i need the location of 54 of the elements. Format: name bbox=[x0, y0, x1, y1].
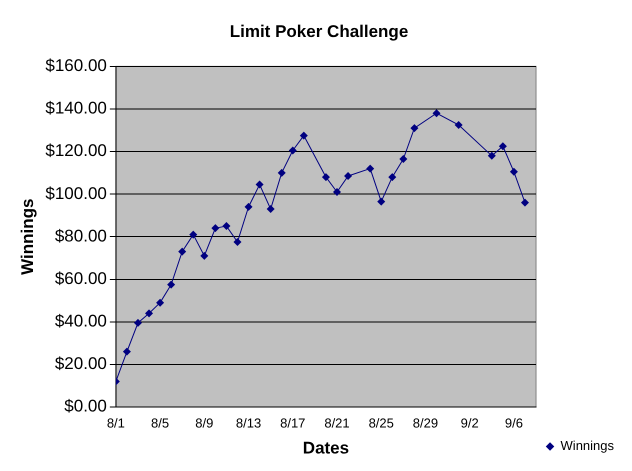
point bbox=[200, 252, 208, 260]
point bbox=[222, 222, 230, 230]
y-tick-label: $40.00 bbox=[54, 312, 107, 331]
point bbox=[454, 120, 463, 129]
point bbox=[122, 348, 131, 356]
x-axis-title: Dates bbox=[302, 438, 350, 458]
point bbox=[134, 318, 142, 327]
point bbox=[233, 238, 242, 246]
point bbox=[288, 146, 297, 154]
point bbox=[344, 172, 352, 180]
x-tick-label: 9/6 bbox=[504, 415, 523, 430]
point bbox=[156, 298, 164, 307]
y-tick-label: $60.00 bbox=[54, 268, 107, 288]
x-tick-label: 8/21 bbox=[324, 415, 350, 430]
point bbox=[256, 180, 264, 189]
point bbox=[145, 309, 154, 318]
point bbox=[300, 132, 308, 140]
point bbox=[498, 142, 507, 150]
chart-title: Limit Poker Challenge bbox=[230, 22, 408, 41]
point bbox=[377, 198, 386, 206]
point bbox=[266, 205, 275, 214]
x-tick-label: 8/9 bbox=[195, 415, 214, 430]
point bbox=[333, 188, 341, 196]
y-tick-label: $80.00 bbox=[54, 226, 107, 246]
y-tick-label: $20.00 bbox=[54, 354, 107, 374]
y-tick-label: $120.00 bbox=[45, 141, 107, 160]
y-tick-label: $100.00 bbox=[45, 184, 107, 203]
point bbox=[178, 248, 186, 256]
point bbox=[322, 173, 330, 182]
point bbox=[189, 230, 198, 239]
x-tick-label: 8/17 bbox=[280, 415, 306, 430]
y-tick-label: $0.00 bbox=[64, 396, 107, 416]
y-tick-label: $140.00 bbox=[45, 98, 107, 118]
point bbox=[410, 124, 418, 132]
x-tick-label: 8/25 bbox=[368, 415, 394, 430]
point bbox=[167, 280, 176, 289]
point bbox=[388, 173, 396, 182]
point bbox=[520, 198, 529, 207]
point bbox=[432, 109, 441, 118]
point bbox=[488, 152, 496, 160]
y-tick-label: $160.00 bbox=[45, 56, 107, 76]
x-tick-label: 9/2 bbox=[460, 415, 479, 430]
point bbox=[399, 155, 408, 163]
point bbox=[510, 168, 518, 176]
point bbox=[244, 202, 253, 211]
point bbox=[366, 164, 374, 173]
point bbox=[278, 168, 286, 177]
legend-label: Winnings bbox=[560, 438, 614, 454]
y-axis-title: Winnings bbox=[18, 198, 37, 275]
point bbox=[211, 224, 220, 232]
x-tick-label: 8/29 bbox=[412, 415, 438, 430]
x-tick-label: 8/5 bbox=[151, 415, 170, 430]
x-tick-label: 8/1 bbox=[106, 415, 125, 430]
x-tick-label: 8/13 bbox=[236, 415, 262, 430]
